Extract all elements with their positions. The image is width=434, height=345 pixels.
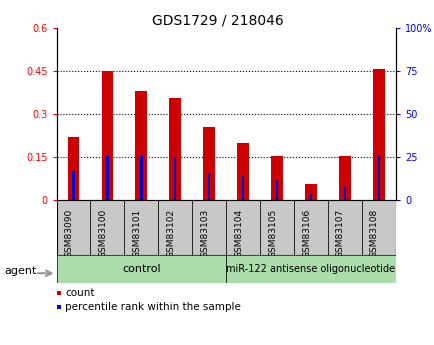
- FancyBboxPatch shape: [56, 255, 226, 283]
- Bar: [275, 180, 278, 200]
- Text: GSM83104: GSM83104: [233, 208, 243, 257]
- Bar: [169, 98, 181, 200]
- Text: GSM83107: GSM83107: [335, 208, 344, 258]
- Text: GSM83105: GSM83105: [267, 208, 276, 258]
- Bar: [241, 176, 244, 200]
- FancyBboxPatch shape: [226, 200, 260, 255]
- Bar: [67, 137, 79, 200]
- FancyBboxPatch shape: [293, 200, 327, 255]
- FancyBboxPatch shape: [192, 200, 226, 255]
- Bar: [101, 71, 113, 200]
- FancyBboxPatch shape: [124, 200, 158, 255]
- Text: GSM83100: GSM83100: [98, 208, 107, 258]
- Text: agent: agent: [4, 266, 36, 276]
- Text: GSM83106: GSM83106: [301, 208, 310, 258]
- Text: GSM83103: GSM83103: [200, 208, 209, 258]
- Text: count: count: [65, 288, 94, 298]
- Bar: [377, 156, 379, 200]
- Bar: [135, 91, 147, 200]
- Bar: [372, 69, 384, 200]
- Text: GSM83102: GSM83102: [166, 208, 175, 257]
- Bar: [203, 127, 215, 200]
- Text: miR-122 antisense oligonucleotide: miR-122 antisense oligonucleotide: [226, 264, 395, 274]
- FancyBboxPatch shape: [90, 200, 124, 255]
- Text: GSM83090: GSM83090: [64, 208, 73, 258]
- Bar: [140, 156, 142, 200]
- Text: GDS1729 / 218046: GDS1729 / 218046: [151, 14, 283, 28]
- Bar: [106, 156, 108, 200]
- Text: percentile rank within the sample: percentile rank within the sample: [65, 302, 240, 312]
- Text: GSM83101: GSM83101: [132, 208, 141, 258]
- Bar: [304, 184, 316, 200]
- FancyBboxPatch shape: [260, 200, 293, 255]
- Bar: [174, 158, 176, 200]
- FancyBboxPatch shape: [226, 255, 395, 283]
- Bar: [270, 156, 283, 200]
- Bar: [338, 156, 350, 200]
- Bar: [237, 142, 249, 200]
- Bar: [343, 186, 345, 200]
- Bar: [207, 174, 210, 200]
- Text: control: control: [122, 264, 160, 274]
- FancyBboxPatch shape: [158, 200, 192, 255]
- FancyBboxPatch shape: [56, 200, 90, 255]
- Bar: [309, 194, 312, 200]
- FancyBboxPatch shape: [327, 200, 361, 255]
- Bar: [72, 171, 75, 200]
- Text: GSM83108: GSM83108: [369, 208, 378, 258]
- FancyBboxPatch shape: [361, 200, 395, 255]
